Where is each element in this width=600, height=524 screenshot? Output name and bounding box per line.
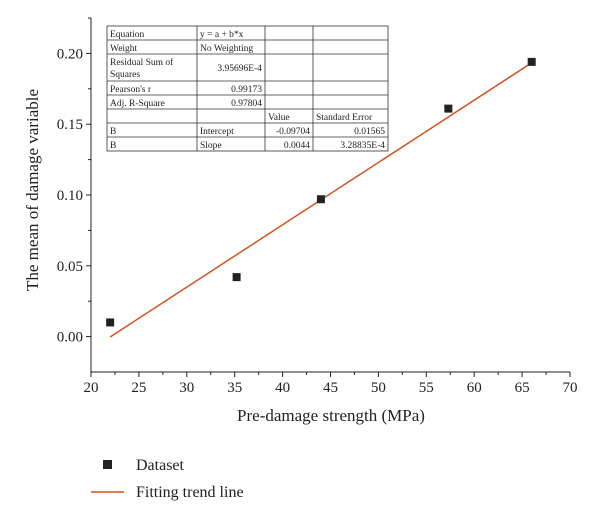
data-point [527,57,536,66]
x-tick-label: 50 [371,380,386,396]
x-axis-label: Pre-damage strength (MPa) [237,406,425,425]
y-tick-label: 0.15 [57,117,83,133]
y-tick-label: 0.10 [57,188,83,204]
y-tick-label: 0.00 [57,330,83,346]
legend-dataset-marker [103,460,112,469]
fit-table-cell: 3.28835E-4 [340,141,385,151]
data-point [444,104,453,113]
fit-table-cell: 0.01565 [354,127,385,137]
fit-table-cell: Adj. R-Square [110,99,165,109]
data-point [106,318,115,327]
y-tick-label: 0.20 [57,46,83,62]
x-tick-label: 30 [179,380,194,396]
y-tick-label: 0.05 [57,259,83,275]
fit-table-border [106,25,389,152]
fit-table-cell: 3.95696E-4 [217,64,262,74]
fit-table: Equation y = a + b*x Weight No Weighting Res… [106,25,389,152]
fit-table-cell: Pearson's r [110,85,152,95]
fit-table-cell: Residual Sum of Squares [110,57,174,80]
fit-table-cell: -0.09704 [276,127,310,137]
points-layer [106,57,536,327]
x-tick-label: 70 [563,380,578,396]
fit-table-cell: 0.0044 [284,141,310,151]
fit-table-cell: y = a + b*x [200,30,244,40]
axes: 20 25 30 35 40 45 50 55 60 65 70 0.00 0.05 0.10 0.15 0.… [57,17,578,396]
fit-table-cell: Equation [110,30,145,40]
x-tick-label: 20 [84,380,99,396]
x-tick-label: 65 [515,380,530,396]
x-tick-label: 40 [275,380,290,396]
x-tick-label: 45 [323,380,338,396]
legend: Dataset Fitting trend line [91,457,244,501]
data-point [316,195,325,204]
y-axis-label: The mean of damage variable [23,89,42,291]
fit-table-cell: Weight [110,44,138,54]
x-tick-label: 35 [227,380,242,396]
fit-table-cell: B [110,127,116,137]
x-tick-label: 55 [419,380,434,396]
fit-table-cell: Intercept [200,127,234,137]
fit-table-cell: No Weighting [200,44,253,54]
data-point [232,273,241,282]
fit-table-cell: Standard Error [316,113,373,123]
fit-table-cell: 0.97804 [231,99,262,109]
fit-table-cell: Value [268,113,290,123]
x-tick-label: 25 [131,380,146,396]
fit-table-cell: Slope [200,141,222,151]
legend-dataset-label: Dataset [136,457,185,474]
fit-table-cell: B [110,141,116,151]
x-tick-label: 60 [467,380,482,396]
fit-table-cell: 0.99173 [231,85,262,95]
legend-fit-line-label: Fitting trend line [136,484,244,501]
